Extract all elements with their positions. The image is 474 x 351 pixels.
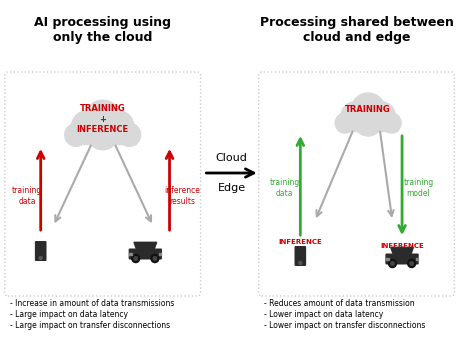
Bar xyxy=(69,128,136,144)
FancyBboxPatch shape xyxy=(35,241,46,261)
Text: - Lower impact on transfer disconnections: - Lower impact on transfer disconnection… xyxy=(264,321,425,330)
Bar xyxy=(339,117,397,131)
Bar xyxy=(129,253,132,255)
Text: inference
results: inference results xyxy=(164,186,200,206)
Circle shape xyxy=(410,262,413,265)
Circle shape xyxy=(72,111,103,143)
Text: INFERENCE: INFERENCE xyxy=(278,239,322,245)
Circle shape xyxy=(335,113,355,133)
Polygon shape xyxy=(391,247,413,254)
Circle shape xyxy=(389,259,396,267)
Circle shape xyxy=(86,115,119,150)
FancyBboxPatch shape xyxy=(128,249,162,259)
Text: training
data: training data xyxy=(12,186,42,206)
Circle shape xyxy=(118,123,141,146)
Circle shape xyxy=(368,102,395,130)
Circle shape xyxy=(39,257,42,259)
Bar xyxy=(159,253,162,255)
Circle shape xyxy=(82,100,123,142)
Text: - Large impact on data latency: - Large impact on data latency xyxy=(9,310,128,319)
Bar xyxy=(386,258,389,260)
Circle shape xyxy=(354,106,383,136)
Text: AI processing using
only the cloud: AI processing using only the cloud xyxy=(34,16,171,44)
Circle shape xyxy=(351,93,385,129)
Text: TRAINING
+
INFERENCE: TRAINING + INFERENCE xyxy=(77,104,129,134)
Circle shape xyxy=(151,254,159,263)
Circle shape xyxy=(391,262,394,265)
FancyBboxPatch shape xyxy=(385,253,419,265)
FancyBboxPatch shape xyxy=(5,72,201,296)
Circle shape xyxy=(132,254,140,263)
Text: Edge: Edge xyxy=(218,183,246,193)
Text: TRAINING: TRAINING xyxy=(345,105,391,113)
Circle shape xyxy=(103,111,134,143)
Text: Cloud: Cloud xyxy=(216,153,247,163)
Circle shape xyxy=(65,123,87,146)
Text: INFERENCE: INFERENCE xyxy=(380,243,424,249)
Circle shape xyxy=(341,102,368,130)
FancyBboxPatch shape xyxy=(294,246,306,266)
Circle shape xyxy=(153,257,156,260)
Text: - Large impact on transfer disconnections: - Large impact on transfer disconnection… xyxy=(9,321,170,330)
Text: - Lower impact on data latency: - Lower impact on data latency xyxy=(264,310,383,319)
Polygon shape xyxy=(134,242,156,250)
Circle shape xyxy=(134,257,137,260)
Bar xyxy=(416,258,418,260)
Text: - Increase in amount of data transmissions: - Increase in amount of data transmissio… xyxy=(9,299,174,308)
Circle shape xyxy=(408,259,416,267)
Text: - Reduces amount of data transmission: - Reduces amount of data transmission xyxy=(264,299,414,308)
Text: training
model: training model xyxy=(403,178,434,198)
Text: Processing shared between
cloud and edge: Processing shared between cloud and edge xyxy=(260,16,454,44)
Circle shape xyxy=(299,261,302,265)
FancyBboxPatch shape xyxy=(259,72,455,296)
Circle shape xyxy=(382,113,401,133)
Text: training
data: training data xyxy=(270,178,300,198)
